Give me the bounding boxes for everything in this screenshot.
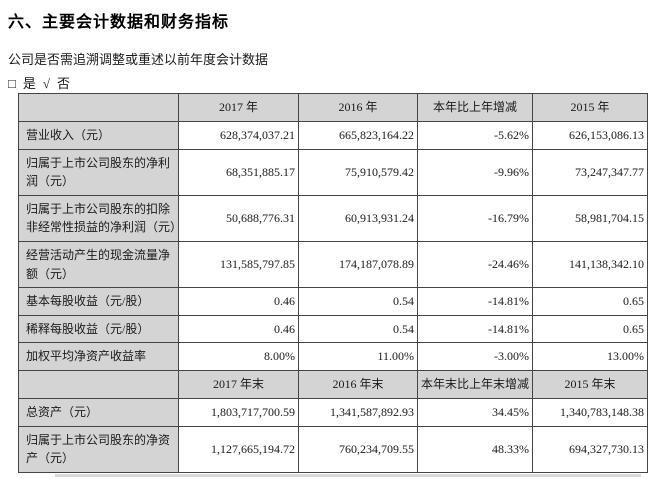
section-title: 六、主要会计数据和财务指标 (8, 14, 230, 31)
value-cell: 68,351,885.17 (178, 148, 299, 196)
table-row: 稀释每股收益（元/股） 0.46 0.54 -14.81% 0.65 (18, 314, 648, 344)
value-cell: 628,374,037.21 (178, 121, 299, 150)
table-row: 基本每股收益（元/股） 0.46 0.54 -14.81% 0.65 (18, 287, 648, 316)
value-cell: 174,187,078.89 (298, 240, 418, 289)
column-header: 2015 年 (532, 93, 648, 122)
restatement-question: 公司是否需追溯调整或重述以前年度会计数据 (8, 52, 269, 67)
value-cell: 48.33% (417, 425, 533, 473)
table-row: 总资产（元） 1,803,717,700.59 1,341,587,892.93 34… (18, 397, 648, 427)
value-cell: -24.46% (417, 240, 533, 289)
table-row: 经营活动产生的现金流量净额（元） 131,585,797.85 174,187,07… (18, 240, 648, 289)
column-header: 2016 年末 (298, 369, 418, 399)
value-cell: 60,913,931.24 (298, 194, 418, 242)
checkmark-icon: √ (42, 76, 51, 91)
column-header: 2017 年 (178, 93, 299, 122)
value-cell: 1,803,717,700.59 (178, 397, 299, 427)
value-cell: 58,981,704.15 (532, 194, 648, 242)
table-header-row-1: 2017 年 2016 年本年比上年增减 2015 年 (18, 93, 648, 122)
financial-indicators-table: 2017 年 2016 年本年比上年增减 2015 年营业收入（元） 628,374,… (18, 93, 648, 473)
yes-label: 是 (22, 76, 36, 91)
row-label-cell: 归属于上市公司股东的净利润（元） (18, 148, 179, 196)
value-cell: -9.96% (417, 148, 533, 196)
value-cell: -5.62% (417, 121, 533, 150)
value-cell: -16.79% (417, 194, 533, 242)
header-corner-cell (18, 93, 179, 122)
restatement-answer: □ 是 √ 否 (8, 73, 77, 92)
row-label-cell: 归属于上市公司股东的净资产（元） (18, 425, 179, 473)
value-cell: 665,823,164.22 (298, 121, 418, 150)
value-cell: -3.00% (417, 342, 533, 371)
value-cell: 13.00% (532, 342, 648, 371)
value-cell: 1,341,587,892.93 (298, 397, 418, 427)
value-cell: 0.46 (178, 287, 299, 316)
value-cell: 73,247,347.77 (532, 148, 648, 196)
checkbox-unchecked-icon: □ (8, 76, 16, 91)
value-cell: 0.54 (298, 287, 418, 316)
value-cell: 75,910,579.42 (298, 148, 418, 196)
value-cell: 0.46 (178, 314, 299, 344)
value-cell: 1,127,665,194.72 (178, 425, 299, 473)
no-label: 否 (57, 76, 71, 91)
value-cell: 626,153,086.13 (532, 121, 648, 150)
financial-table-body: 2017 年 2016 年本年比上年增减 2015 年营业收入（元） 628,374,… (18, 93, 648, 473)
row-label-cell: 经营活动产生的现金流量净额（元） (18, 240, 179, 289)
value-cell: 0.65 (532, 287, 648, 316)
value-cell: 1,340,783,148.38 (532, 397, 648, 427)
value-cell: 760,234,709.55 (298, 425, 418, 473)
value-cell: 50,688,776.31 (178, 194, 299, 242)
row-label-cell: 稀释每股收益（元/股） (18, 314, 179, 344)
value-cell: 8.00% (178, 342, 299, 371)
value-cell: 131,585,797.85 (178, 240, 299, 289)
row-label-cell: 基本每股收益（元/股） (18, 287, 179, 316)
value-cell: 694,327,730.13 (532, 425, 648, 473)
table-row: 营业收入（元） 628,374,037.21 665,823,164.22 -5.62… (18, 121, 648, 150)
table-row: 归属于上市公司股东的扣除非经常性损益的净利润（元） 50,688,776.31 60… (18, 194, 648, 242)
row-label-cell: 总资产（元） (18, 397, 179, 427)
header-corner-cell (18, 369, 179, 399)
table-row: 归属于上市公司股东的净资产（元） 1,127,665,194.72 760,234,… (18, 425, 648, 473)
table-row: 归属于上市公司股东的净利润（元） 68,351,885.17 75,910,579.… (18, 148, 648, 196)
table-header-row-2: 2017 年末 2016 年末 本年末比上年末增减 2015 年末 (18, 369, 648, 399)
column-header: 本年比上年增减 (417, 93, 533, 122)
value-cell: 11.00% (298, 342, 418, 371)
value-cell: -14.81% (417, 314, 533, 344)
row-label-cell: 营业收入（元） (18, 121, 179, 150)
column-header: 2015 年末 (532, 369, 648, 399)
value-cell: 0.54 (298, 314, 418, 344)
table-row: 加权平均净资产收益率 8.00% 11.00% -3.00% 13.00% (18, 342, 648, 371)
value-cell: 141,138,342.10 (532, 240, 648, 289)
next-row-partial (55, 474, 641, 477)
row-label-cell: 归属于上市公司股东的扣除非经常性损益的净利润（元） (18, 194, 179, 242)
value-cell: 0.65 (532, 314, 648, 344)
column-header: 2017 年末 (178, 369, 299, 399)
column-header: 本年末比上年末增减 (417, 369, 533, 399)
value-cell: 34.45% (417, 397, 533, 427)
value-cell: -14.81% (417, 287, 533, 316)
row-label-cell: 加权平均净资产收益率 (18, 342, 179, 371)
column-header: 2016 年 (298, 93, 418, 122)
